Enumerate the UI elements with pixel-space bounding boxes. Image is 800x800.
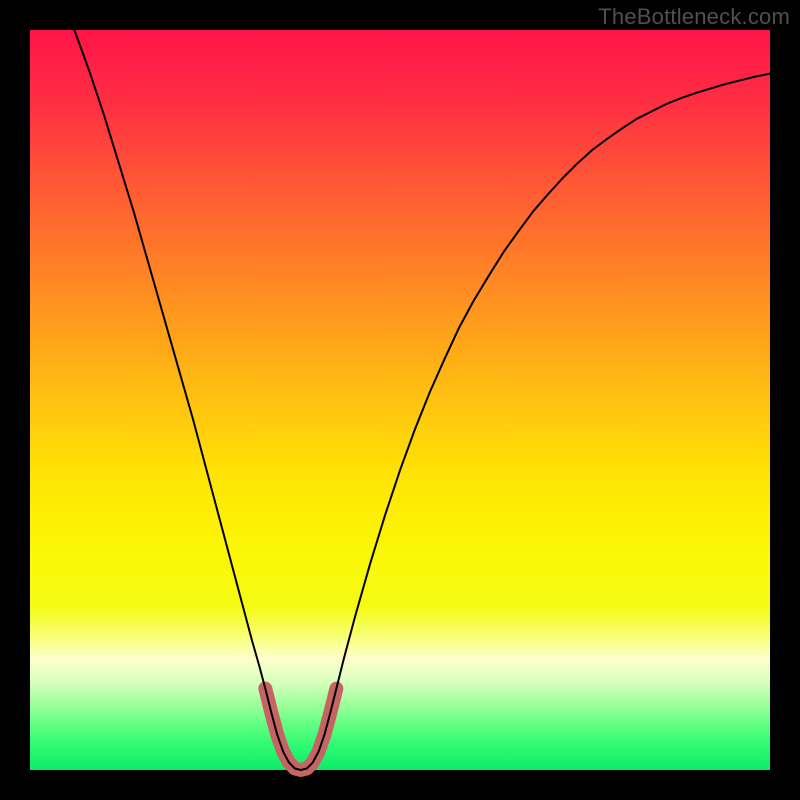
curve-overlay: [30, 30, 770, 770]
plot-area: [30, 30, 770, 770]
watermark-text: TheBottleneck.com: [598, 4, 790, 30]
bottleneck-curve: [74, 30, 770, 770]
